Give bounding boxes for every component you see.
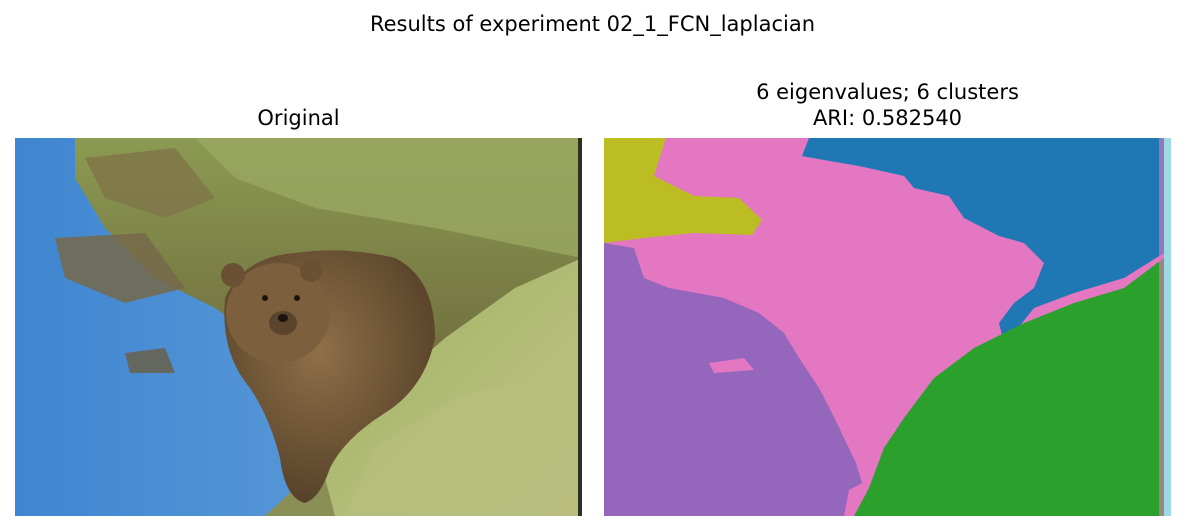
segmentation-title-line1: 6 eigenvalues; 6 clusters xyxy=(756,80,1019,104)
cluster-olive-region xyxy=(604,138,762,243)
segmentation-title-line2: ARI: 0.582540 xyxy=(812,106,963,130)
cluster-blue-region xyxy=(802,138,1164,343)
cluster-cyan-region xyxy=(1164,138,1171,516)
original-image xyxy=(15,138,582,516)
bear-photo-image xyxy=(15,138,582,516)
cluster-purple-region xyxy=(604,243,862,516)
segmentation-map-image xyxy=(604,138,1171,516)
cluster-green-region xyxy=(854,258,1164,516)
segmentation-panel-title: 6 eigenvalues; 6 clusters ARI: 0.582540 xyxy=(604,79,1171,131)
original-panel-title: Original xyxy=(257,106,340,130)
segmentation-image xyxy=(604,138,1171,516)
figure-suptitle: Results of experiment 02_1_FCN_laplacian xyxy=(369,12,816,36)
